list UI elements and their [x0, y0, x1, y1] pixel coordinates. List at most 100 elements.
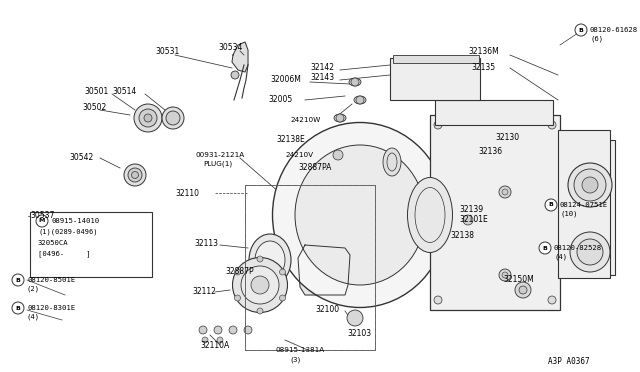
Ellipse shape [251, 276, 269, 294]
Circle shape [257, 308, 263, 314]
Ellipse shape [295, 145, 425, 285]
Bar [435, 100, 553, 125]
Bar [30, 212, 152, 277]
Circle shape [333, 150, 343, 160]
Text: (4): (4) [27, 314, 40, 320]
Circle shape [231, 71, 239, 79]
Circle shape [234, 295, 241, 301]
Text: 30514: 30514 [112, 87, 136, 96]
Circle shape [434, 121, 442, 129]
Text: 08120-8501E: 08120-8501E [27, 277, 75, 283]
Circle shape [36, 215, 48, 227]
Text: 32150M: 32150M [503, 276, 534, 285]
Text: 32136M: 32136M [468, 48, 499, 57]
Ellipse shape [574, 169, 606, 201]
Text: 32112: 32112 [192, 288, 216, 296]
Ellipse shape [128, 168, 142, 182]
Text: 32101E: 32101E [459, 215, 488, 224]
Text: 08120-61628: 08120-61628 [590, 27, 638, 33]
Text: B: B [15, 278, 20, 282]
Text: 08120-82528: 08120-82528 [554, 245, 602, 251]
Circle shape [347, 310, 363, 326]
Circle shape [575, 24, 587, 36]
Text: 32135: 32135 [471, 62, 495, 71]
Circle shape [499, 186, 511, 198]
Circle shape [351, 78, 359, 86]
Circle shape [519, 286, 527, 294]
Text: 32100: 32100 [315, 305, 339, 314]
Ellipse shape [577, 239, 603, 265]
Circle shape [545, 199, 557, 211]
Circle shape [202, 337, 208, 343]
Ellipse shape [249, 234, 291, 286]
Text: 32138E: 32138E [276, 135, 305, 144]
Text: (2): (2) [27, 286, 40, 292]
Text: [0496-     ]: [0496- ] [38, 251, 90, 257]
Text: 08915-1381A: 08915-1381A [275, 347, 324, 353]
Ellipse shape [232, 257, 287, 312]
Text: 32136: 32136 [478, 148, 502, 157]
Polygon shape [298, 245, 350, 295]
Text: 30534: 30534 [218, 44, 243, 52]
Ellipse shape [131, 171, 138, 179]
Text: 32143: 32143 [310, 74, 334, 83]
Ellipse shape [354, 96, 366, 104]
Text: 32005: 32005 [268, 96, 292, 105]
Ellipse shape [273, 122, 447, 308]
Text: (10): (10) [560, 211, 577, 217]
Circle shape [257, 256, 263, 262]
Text: 32110: 32110 [175, 189, 199, 198]
Bar [560, 140, 615, 275]
Ellipse shape [585, 172, 595, 182]
Ellipse shape [570, 157, 610, 197]
Circle shape [280, 269, 285, 275]
Text: 30501: 30501 [84, 87, 108, 96]
Circle shape [502, 272, 508, 278]
Ellipse shape [349, 78, 361, 86]
Ellipse shape [408, 177, 452, 253]
Text: 30537: 30537 [30, 212, 54, 221]
Text: B: B [548, 202, 554, 208]
Circle shape [199, 326, 207, 334]
Circle shape [434, 296, 442, 304]
Ellipse shape [139, 109, 157, 127]
Circle shape [515, 282, 531, 298]
Ellipse shape [241, 266, 279, 304]
Text: 30502: 30502 [82, 103, 106, 112]
Text: PLUG(1): PLUG(1) [203, 161, 232, 167]
Circle shape [499, 269, 511, 281]
Circle shape [548, 121, 556, 129]
Circle shape [12, 302, 24, 314]
Bar [558, 130, 610, 278]
Ellipse shape [124, 164, 146, 186]
Circle shape [234, 269, 241, 275]
Text: 08120-8301E: 08120-8301E [27, 305, 75, 311]
Circle shape [502, 189, 508, 195]
Circle shape [280, 295, 285, 301]
Circle shape [214, 326, 222, 334]
Text: 32113: 32113 [194, 238, 218, 247]
Circle shape [356, 96, 364, 104]
Ellipse shape [577, 164, 602, 189]
Text: 00931-2121A: 00931-2121A [196, 152, 245, 158]
Circle shape [12, 274, 24, 286]
Text: A3P A0367: A3P A0367 [548, 357, 590, 366]
Circle shape [463, 215, 473, 225]
Text: 32103: 32103 [347, 330, 371, 339]
Text: 32887P: 32887P [225, 267, 253, 276]
Circle shape [336, 114, 344, 122]
Circle shape [539, 242, 551, 254]
Ellipse shape [383, 148, 401, 176]
Text: 32050CA: 32050CA [38, 240, 68, 246]
Bar [245, 185, 375, 350]
Text: 32887PA: 32887PA [298, 163, 332, 171]
Ellipse shape [134, 104, 162, 132]
Ellipse shape [144, 114, 152, 122]
Ellipse shape [334, 114, 346, 122]
Text: 32142: 32142 [310, 64, 334, 73]
Text: 32138: 32138 [450, 231, 474, 240]
Text: 08915-14010: 08915-14010 [51, 218, 99, 224]
Ellipse shape [571, 228, 609, 266]
Text: (1)(0289-0496): (1)(0289-0496) [38, 229, 97, 235]
Bar [245, 185, 375, 350]
